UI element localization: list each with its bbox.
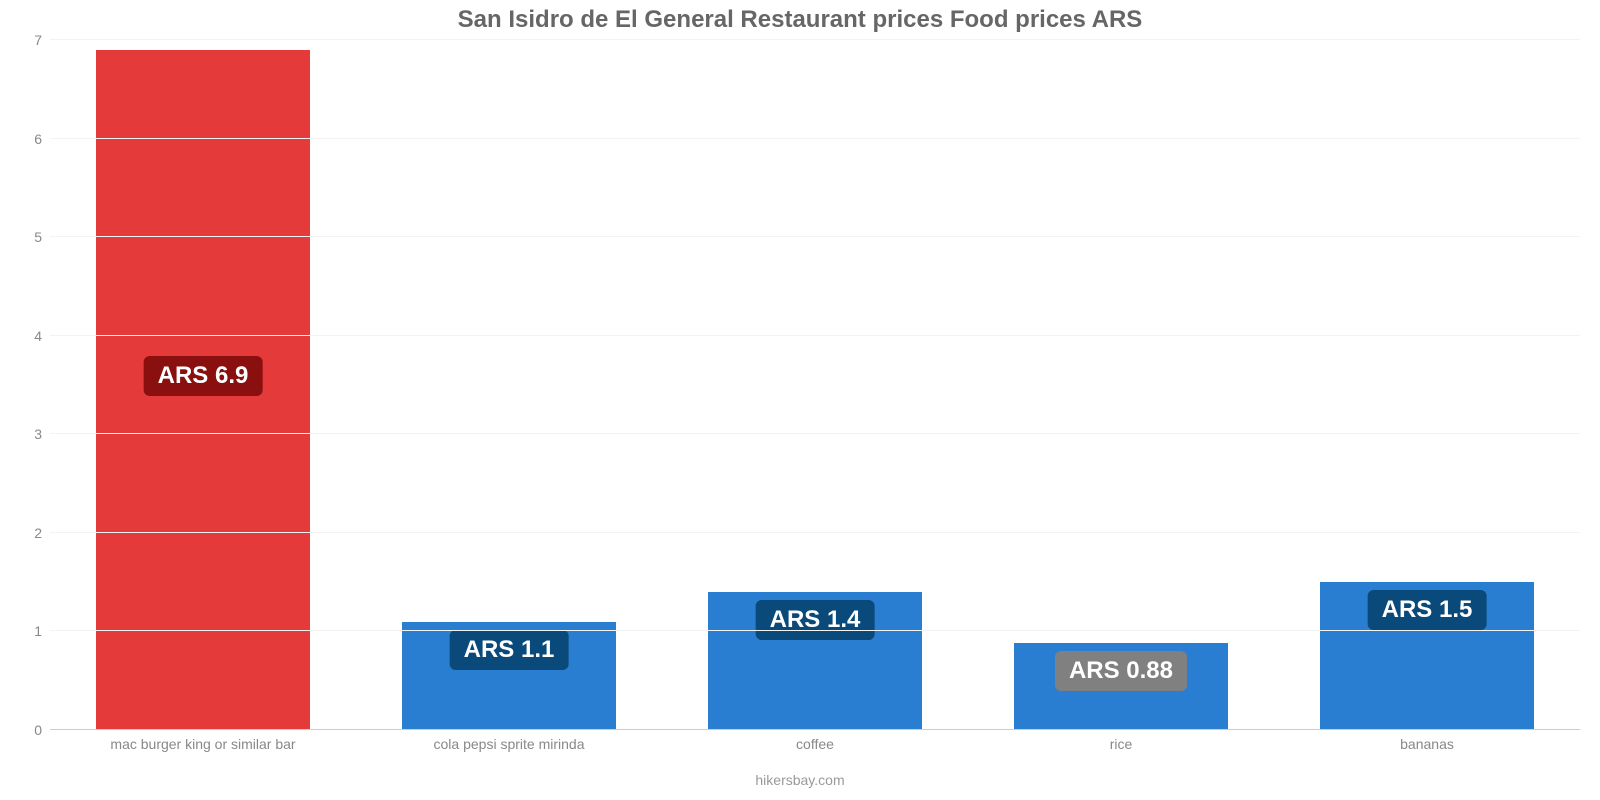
- y-tick-label: 6: [34, 131, 50, 147]
- value-badge: ARS 1.4: [756, 600, 875, 640]
- grid-line: [50, 39, 1580, 40]
- grid-line: [50, 433, 1580, 434]
- x-tick-label: coffee: [796, 736, 834, 752]
- grid-line: [50, 532, 1580, 533]
- attribution-text: hikersbay.com: [0, 772, 1600, 788]
- grid-line: [50, 630, 1580, 631]
- bar: ARS 1.4: [708, 592, 922, 730]
- bar: ARS 1.1: [402, 622, 616, 730]
- x-axis-labels: mac burger king or similar bar cola pepsi…: [50, 736, 1580, 760]
- y-tick-label: 5: [34, 229, 50, 245]
- plot-area: ARS 6.9ARS 1.1ARS 1.4ARS 0.88ARS 1.5 012…: [50, 40, 1580, 730]
- bar: ARS 1.5: [1320, 582, 1534, 730]
- grid-line: [50, 138, 1580, 139]
- y-tick-label: 7: [34, 32, 50, 48]
- bar: ARS 0.88: [1014, 643, 1228, 730]
- value-badge: ARS 0.88: [1055, 651, 1187, 691]
- y-tick-label: 1: [34, 623, 50, 639]
- chart-title: San Isidro de El General Restaurant pric…: [0, 0, 1600, 40]
- value-badge: ARS 1.5: [1368, 590, 1487, 630]
- bars-layer: ARS 6.9 ARS 1.1 ARS 1.4 ARS 0.88 ARS 1.5: [50, 40, 1580, 730]
- y-tick-label: 0: [34, 722, 50, 738]
- grid-line: [50, 335, 1580, 336]
- bar: ARS 6.9: [96, 50, 310, 730]
- y-tick-label: 3: [34, 426, 50, 442]
- y-tick-label: 2: [34, 525, 50, 541]
- x-tick-label: mac burger king or similar bar: [110, 736, 295, 752]
- x-tick-label: rice: [1110, 736, 1133, 752]
- x-tick-label: bananas: [1400, 736, 1454, 752]
- value-badge: ARS 6.9: [144, 356, 263, 396]
- value-badge: ARS 1.1: [450, 630, 569, 670]
- y-tick-label: 4: [34, 328, 50, 344]
- grid-line: [50, 236, 1580, 237]
- grid-line: [50, 729, 1580, 730]
- price-chart: San Isidro de El General Restaurant pric…: [0, 0, 1600, 800]
- x-tick-label: cola pepsi sprite mirinda: [434, 736, 585, 752]
